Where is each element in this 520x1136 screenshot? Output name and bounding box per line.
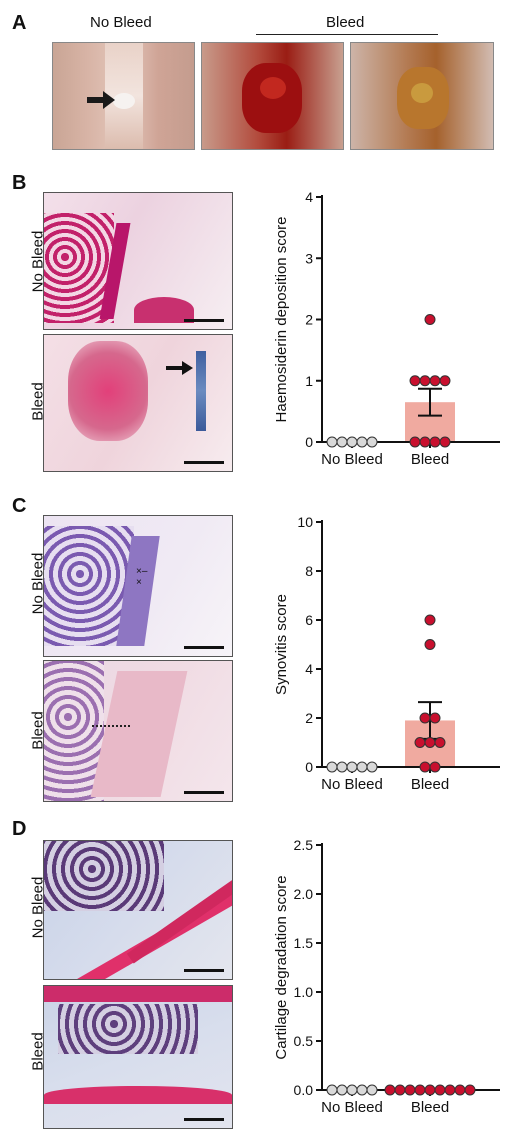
arrow-icon xyxy=(87,91,115,109)
chart-synovitis: Synovitis score 0 2 4 6 8 10 No Bleed Bleed xyxy=(273,514,500,793)
y-axis-label: Haemosiderin deposition score xyxy=(273,217,290,423)
data-point xyxy=(444,1084,456,1096)
y-tick-label: 10 xyxy=(297,514,313,530)
data-point xyxy=(366,761,378,773)
y-tick-label: 4 xyxy=(305,189,313,205)
x-tick-label: Bleed xyxy=(411,1099,449,1116)
panel-letter-a: A xyxy=(12,12,27,34)
data-point xyxy=(434,737,446,748)
data-point xyxy=(424,614,436,626)
data-point xyxy=(336,1084,348,1096)
data-point xyxy=(346,761,358,773)
data-point xyxy=(464,1084,476,1096)
data-point xyxy=(384,1084,396,1096)
data-point xyxy=(356,1084,368,1096)
data-point xyxy=(346,1084,358,1096)
data-point xyxy=(419,375,431,387)
data-point xyxy=(326,436,338,448)
y-tick-label: 0.5 xyxy=(294,1033,314,1049)
chart-cartilage: Cartilage degradation score 0.0 0.5 1.0 1.5 2… xyxy=(273,837,500,1116)
y-tick-label: 1 xyxy=(305,373,313,389)
photo-no-bleed xyxy=(52,42,195,150)
data-point xyxy=(394,1084,406,1096)
data-point xyxy=(356,436,368,448)
data-point xyxy=(419,712,431,724)
x-tick-label: Bleed xyxy=(411,776,449,793)
y-tick-label: 0 xyxy=(305,759,313,775)
x-tick-label: No Bleed xyxy=(321,776,383,793)
no-bleed-group-label: No Bleed xyxy=(90,14,152,31)
data-point xyxy=(429,375,441,387)
data-point xyxy=(454,1084,466,1096)
data-point xyxy=(326,1084,338,1096)
y-tick-label: 2 xyxy=(305,312,313,328)
micrograph-b-no-bleed xyxy=(43,192,233,330)
x-tick-label: No Bleed xyxy=(321,451,383,468)
data-point xyxy=(439,436,451,448)
micrograph-d-no-bleed xyxy=(43,840,233,980)
y-tick-label: 1.0 xyxy=(294,984,314,1000)
panel-letter-d: D xyxy=(12,818,27,840)
data-point xyxy=(424,1084,436,1096)
data-point xyxy=(424,639,436,650)
data-point xyxy=(439,375,451,387)
data-point xyxy=(414,737,426,748)
chart-haemosiderin: Haemosiderin deposition score 0 1 2 3 4 No Ble… xyxy=(273,189,500,468)
y-axis-label: Cartilage degradation score xyxy=(273,875,290,1059)
data-point xyxy=(366,1084,378,1096)
y-tick-label: 3 xyxy=(305,250,313,266)
data-point xyxy=(409,436,421,448)
data-point xyxy=(419,436,431,448)
data-point xyxy=(346,436,358,448)
x-tick-label: Bleed xyxy=(411,451,449,468)
bleed-group-label: Bleed xyxy=(326,14,365,31)
data-point xyxy=(326,761,338,773)
micrograph-b-bleed xyxy=(43,334,233,472)
data-point xyxy=(414,1084,426,1096)
y-axis-label: Synovitis score xyxy=(273,594,290,695)
y-tick-label: 0 xyxy=(305,434,313,450)
data-point xyxy=(434,1084,446,1096)
data-point xyxy=(419,761,431,773)
data-point xyxy=(429,436,441,448)
panel-letter-c: C xyxy=(12,495,27,517)
data-point xyxy=(429,712,441,724)
arrow-icon xyxy=(166,361,193,375)
y-tick-label: 1.5 xyxy=(294,935,314,951)
y-tick-label: 2.5 xyxy=(294,837,314,853)
micrograph-c-bleed xyxy=(43,660,233,802)
data-point xyxy=(404,1084,416,1096)
panel-letter-b: B xyxy=(12,172,27,194)
y-tick-label: 8 xyxy=(305,563,313,579)
photo-bleed-2 xyxy=(350,42,494,150)
y-tick-label: 0.0 xyxy=(294,1082,314,1098)
data-point xyxy=(336,436,348,448)
micrograph-d-bleed xyxy=(43,985,233,1129)
x-tick-label: No Bleed xyxy=(321,1099,383,1116)
y-tick-label: 2 xyxy=(305,710,313,726)
data-point xyxy=(356,761,368,773)
micrograph-c-no-bleed: ×–× xyxy=(43,515,233,657)
y-tick-label: 6 xyxy=(305,612,313,628)
y-tick-label: 4 xyxy=(305,661,313,677)
photo-bleed-1 xyxy=(201,42,344,150)
data-point xyxy=(429,761,441,773)
data-point xyxy=(409,375,421,387)
data-point xyxy=(336,761,348,773)
data-point xyxy=(366,436,378,448)
y-tick-label: 2.0 xyxy=(294,886,314,902)
data-point xyxy=(424,314,436,325)
bleed-group-line xyxy=(256,34,438,35)
data-point xyxy=(424,737,436,748)
